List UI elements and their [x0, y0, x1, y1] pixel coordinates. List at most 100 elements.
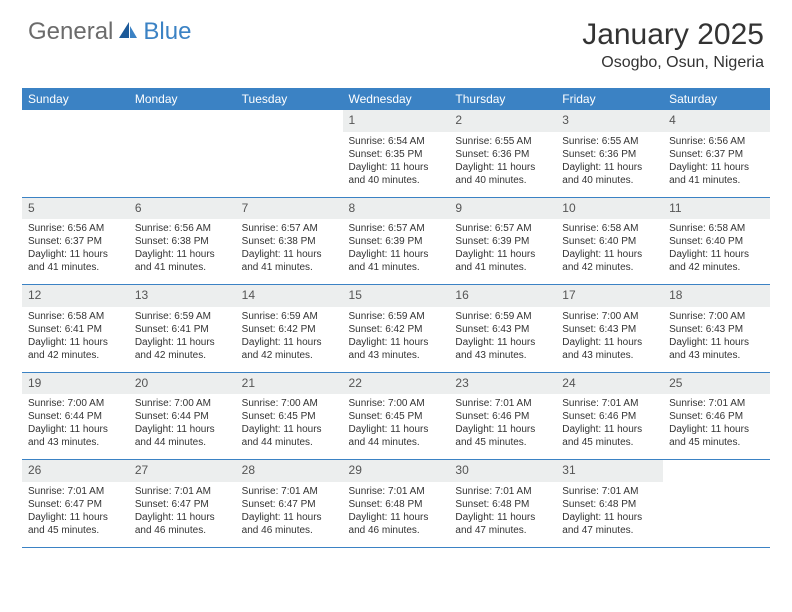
detail-row: Sunrise: 6:58 AMSunset: 6:41 PM Daylight:… — [22, 307, 770, 373]
day-d2: and 41 minutes. — [135, 261, 230, 274]
month-title: January 2025 — [582, 18, 764, 52]
day-ss: Sunset: 6:46 PM — [669, 410, 764, 423]
day-number — [129, 110, 236, 132]
day-d2: and 44 minutes. — [349, 436, 444, 449]
day-number: 23 — [449, 372, 556, 394]
day-sr: Sunrise: 7:01 AM — [242, 485, 337, 498]
day-d2: and 47 minutes. — [562, 524, 657, 537]
day-cell: Sunrise: 6:54 AMSunset: 6:35 PMDaylight:… — [343, 132, 450, 198]
day-number: 29 — [343, 460, 450, 482]
day-cell: Sunrise: 7:00 AMSunset: 6:43 PMDaylight:… — [663, 307, 770, 373]
day-cell — [663, 482, 770, 548]
day-d2: and 42 minutes. — [669, 261, 764, 274]
day-ss: Sunset: 6:45 PM — [349, 410, 444, 423]
day-sr: Sunrise: 6:56 AM — [135, 222, 230, 235]
day-ss: Sunset: 6:39 PM — [349, 235, 444, 248]
day-sr: Sunrise: 6:57 AM — [242, 222, 337, 235]
col-sun: Sunday — [22, 88, 129, 110]
day-d2: and 47 minutes. — [455, 524, 550, 537]
day-sr: Sunrise: 7:00 AM — [349, 397, 444, 410]
col-fri: Friday — [556, 88, 663, 110]
day-sr: Sunrise: 6:55 AM — [562, 135, 657, 148]
day-number: 26 — [22, 460, 129, 482]
day-d2: and 42 minutes. — [562, 261, 657, 274]
day-cell: Sunrise: 6:56 AMSunset: 6:37 PMDaylight:… — [663, 132, 770, 198]
day-sr: Sunrise: 6:58 AM — [28, 310, 123, 323]
calendar-table: Sunday Monday Tuesday Wednesday Thursday… — [22, 88, 770, 548]
col-mon: Monday — [129, 88, 236, 110]
day-number: 11 — [663, 197, 770, 219]
day-d1: Daylight: 11 hours — [455, 336, 550, 349]
day-cell: Sunrise: 6:59 AMSunset: 6:42 PMDaylight:… — [236, 307, 343, 373]
day-cell: Sunrise: 6:58 AMSunset: 6:40 PMDaylight:… — [663, 219, 770, 285]
day-d1: Daylight: 11 hours — [135, 511, 230, 524]
day-sr: Sunrise: 7:01 AM — [455, 485, 550, 498]
daynum-row: 12131415161718 — [22, 285, 770, 307]
detail-row: Sunrise: 6:56 AMSunset: 6:37 PMDaylight:… — [22, 219, 770, 285]
day-ss: Sunset: 6:36 PM — [455, 148, 550, 161]
day-number: 17 — [556, 285, 663, 307]
day-ss: Sunset: 6:45 PM — [242, 410, 337, 423]
day-d2: and 43 minutes. — [349, 349, 444, 362]
day-d1: Daylight: 11 hours — [242, 423, 337, 436]
day-sr: Sunrise: 6:55 AM — [455, 135, 550, 148]
day-number: 28 — [236, 460, 343, 482]
day-d1: Daylight: 11 hours — [669, 161, 764, 174]
day-d1: Daylight: 11 hours — [455, 511, 550, 524]
day-sr: Sunrise: 6:54 AM — [349, 135, 444, 148]
day-sr: Sunrise: 6:57 AM — [349, 222, 444, 235]
day-d2: and 43 minutes. — [455, 349, 550, 362]
day-number: 30 — [449, 460, 556, 482]
day-cell: Sunrise: 7:01 AMSunset: 6:46 PMDaylight:… — [449, 394, 556, 460]
day-number: 24 — [556, 372, 663, 394]
day-ss: Sunset: 6:41 PM — [28, 323, 123, 336]
header: General Blue January 2025 Osogbo, Osun, … — [0, 0, 792, 76]
day-d1: Daylight: 11 hours — [562, 248, 657, 261]
day-cell: Sunrise: 7:01 AMSunset: 6:48 PMDaylight:… — [449, 482, 556, 548]
day-number — [236, 110, 343, 132]
day-d2: and 41 minutes. — [455, 261, 550, 274]
day-number: 1 — [343, 110, 450, 132]
day-ss: Sunset: 6:44 PM — [28, 410, 123, 423]
day-cell: Sunrise: 6:55 AMSunset: 6:36 PMDaylight:… — [556, 132, 663, 198]
day-d2: and 45 minutes. — [562, 436, 657, 449]
day-ss: Sunset: 6:47 PM — [135, 498, 230, 511]
day-sr: Sunrise: 6:57 AM — [455, 222, 550, 235]
day-number: 21 — [236, 372, 343, 394]
day-cell: Sunrise: 7:01 AMSunset: 6:47 PMDaylight:… — [22, 482, 129, 548]
day-cell: Sunrise: 7:01 AMSunset: 6:47 PMDaylight:… — [236, 482, 343, 548]
day-number: 5 — [22, 197, 129, 219]
day-d1: Daylight: 11 hours — [349, 161, 444, 174]
day-cell: Sunrise: 7:01 AMSunset: 6:46 PMDaylight:… — [663, 394, 770, 460]
day-sr: Sunrise: 6:56 AM — [669, 135, 764, 148]
day-sr: Sunrise: 6:59 AM — [135, 310, 230, 323]
day-sr: Sunrise: 6:59 AM — [242, 310, 337, 323]
day-d2: and 43 minutes. — [562, 349, 657, 362]
day-ss: Sunset: 6:36 PM — [562, 148, 657, 161]
day-cell: Sunrise: 6:57 AMSunset: 6:39 PMDaylight:… — [343, 219, 450, 285]
day-ss: Sunset: 6:42 PM — [349, 323, 444, 336]
day-number: 27 — [129, 460, 236, 482]
day-cell: Sunrise: 7:00 AMSunset: 6:44 PMDaylight:… — [129, 394, 236, 460]
day-d2: and 40 minutes. — [349, 174, 444, 187]
location-subtitle: Osogbo, Osun, Nigeria — [582, 54, 764, 72]
day-d2: and 41 minutes. — [28, 261, 123, 274]
weekday-header-row: Sunday Monday Tuesday Wednesday Thursday… — [22, 88, 770, 110]
day-ss: Sunset: 6:46 PM — [455, 410, 550, 423]
day-cell: Sunrise: 6:59 AMSunset: 6:42 PMDaylight:… — [343, 307, 450, 373]
day-cell: Sunrise: 7:00 AMSunset: 6:44 PMDaylight:… — [22, 394, 129, 460]
day-number: 31 — [556, 460, 663, 482]
day-d2: and 43 minutes. — [28, 436, 123, 449]
detail-row: Sunrise: 6:54 AMSunset: 6:35 PMDaylight:… — [22, 132, 770, 198]
day-sr: Sunrise: 6:59 AM — [349, 310, 444, 323]
detail-row: Sunrise: 7:00 AM Sunset: 6:44 PM Daylight:… — [22, 394, 770, 460]
day-ss: Sunset: 6:46 PM — [562, 410, 657, 423]
day-cell: Sunrise: 7:00 AMSunset: 6:43 PMDaylight:… — [556, 307, 663, 373]
day-number: 4 — [663, 110, 770, 132]
day-d1: Daylight: 11 hours — [455, 423, 550, 436]
day-sr: Sunrise: 6:56 AM — [28, 222, 123, 235]
day-d2: and 46 minutes. — [135, 524, 230, 537]
day-d2: and 45 minutes. — [455, 436, 550, 449]
day-number: 14 — [236, 285, 343, 307]
day-d2: and 42 minutes. — [28, 349, 123, 362]
